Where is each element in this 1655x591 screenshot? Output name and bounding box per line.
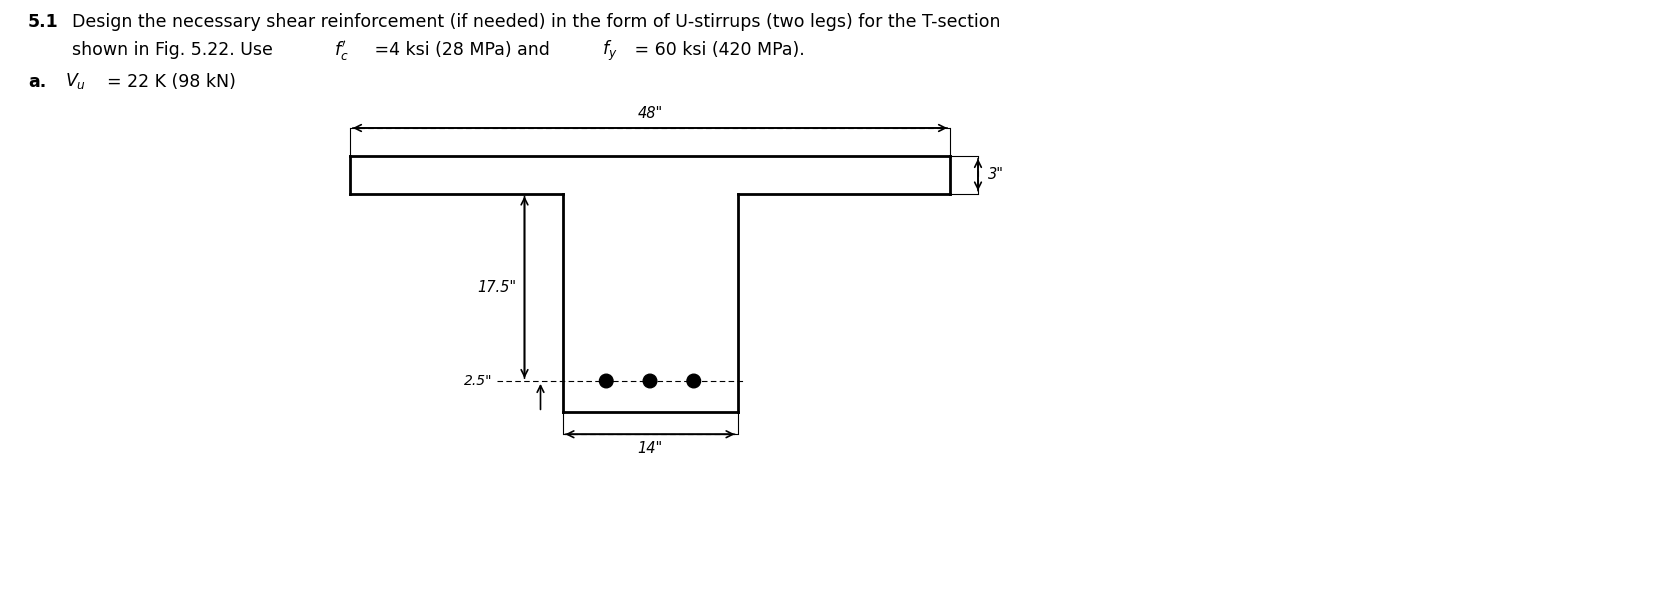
Text: = 60 ksi (420 MPa).: = 60 ksi (420 MPa).	[629, 41, 804, 59]
Text: 5.1: 5.1	[28, 13, 58, 31]
Text: 14": 14"	[637, 441, 662, 456]
Circle shape	[644, 374, 657, 388]
Text: = 22 K (98 kN): = 22 K (98 kN)	[108, 73, 237, 91]
Circle shape	[599, 374, 612, 388]
Circle shape	[687, 374, 700, 388]
Text: 3": 3"	[988, 167, 1005, 182]
Text: $V_u$: $V_u$	[65, 71, 86, 91]
Text: 48": 48"	[637, 106, 662, 121]
Text: $f_y$: $f_y$	[602, 39, 617, 63]
Text: a.: a.	[28, 73, 46, 91]
Text: 17.5": 17.5"	[477, 280, 516, 295]
Text: =4 ksi (28 MPa) and: =4 ksi (28 MPa) and	[369, 41, 556, 59]
Text: shown in Fig. 5.22. Use: shown in Fig. 5.22. Use	[73, 41, 278, 59]
Text: 2.5": 2.5"	[463, 374, 493, 388]
Text: Design the necessary shear reinforcement (if needed) in the form of U-stirrups (: Design the necessary shear reinforcement…	[73, 13, 1001, 31]
Text: $f_c'$: $f_c'$	[334, 39, 349, 63]
